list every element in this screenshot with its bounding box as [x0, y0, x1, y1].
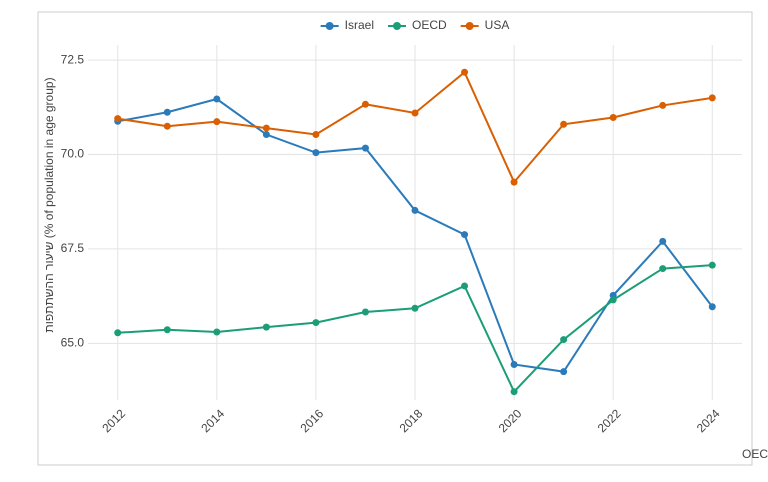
- point: [312, 149, 320, 157]
- point: [609, 296, 617, 304]
- point: [560, 368, 568, 376]
- point: [708, 303, 716, 311]
- point: [659, 265, 667, 273]
- point: [361, 100, 369, 108]
- point: [411, 206, 419, 214]
- point: [262, 323, 270, 331]
- y-tick-label: 70.0: [61, 147, 85, 161]
- point: [461, 282, 469, 290]
- point: [163, 326, 171, 334]
- point: [361, 308, 369, 316]
- point: [560, 120, 568, 128]
- y-axis-label: שיעור ההשתתפות (% of population in age g…: [42, 77, 56, 332]
- y-tick-label: 65.0: [61, 336, 85, 350]
- point: [114, 115, 122, 123]
- frame: [37, 11, 753, 466]
- legend-key: [465, 22, 474, 30]
- point: [510, 388, 518, 396]
- legend-key: [325, 22, 334, 30]
- legend-item: OECD: [387, 18, 447, 32]
- caption: מקור נתונים: OECD: [742, 447, 768, 461]
- point: [411, 109, 419, 117]
- legend-label: OECD: [412, 18, 447, 32]
- point: [560, 336, 568, 344]
- point: [609, 114, 617, 122]
- point: [312, 319, 320, 327]
- point: [213, 328, 221, 336]
- point: [659, 101, 667, 109]
- y-tick-label: 67.5: [61, 241, 85, 255]
- legend-key: [392, 22, 401, 30]
- point: [461, 68, 469, 76]
- point: [510, 361, 518, 368]
- point: [213, 118, 221, 126]
- point: [510, 178, 518, 186]
- legend-item: Israel: [320, 18, 374, 32]
- legend-label: Israel: [345, 18, 374, 32]
- legend: Israel OECD USA: [320, 18, 510, 32]
- point: [312, 131, 320, 139]
- legend-item: USA: [460, 18, 510, 32]
- point: [411, 304, 419, 312]
- point: [708, 261, 716, 269]
- point: [361, 144, 369, 152]
- y-tick-label: 72.5: [61, 52, 85, 66]
- point: [659, 237, 667, 245]
- point: [461, 231, 469, 239]
- point: [708, 94, 716, 102]
- legend-label: USA: [485, 18, 510, 32]
- point: [262, 131, 270, 139]
- point: [114, 329, 122, 337]
- point: [262, 124, 270, 132]
- point: [213, 95, 221, 103]
- point: [163, 122, 171, 130]
- point: [163, 108, 171, 116]
